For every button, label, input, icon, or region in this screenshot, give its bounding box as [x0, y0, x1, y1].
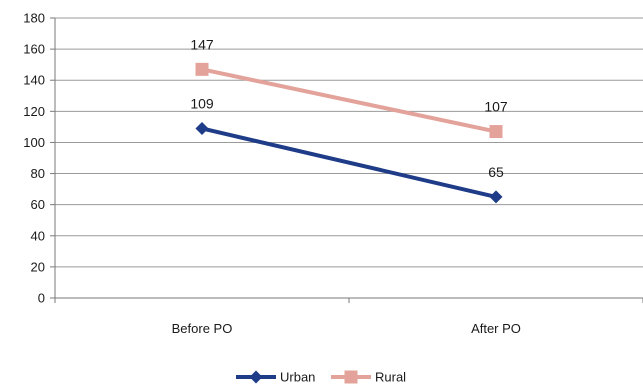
- legend-item-urban: Urban: [236, 370, 315, 385]
- legend-label-rural: Rural: [375, 370, 406, 385]
- legend-swatch-marker-urban: [249, 370, 263, 384]
- y-tick-label-120: 120: [23, 104, 45, 119]
- data-point-urban-before-po: [195, 121, 209, 135]
- data-label-rural-before-po: 147: [190, 36, 214, 52]
- series-markers: [195, 62, 503, 204]
- axes: [50, 17, 643, 303]
- data-labels: 109 65 147 107: [190, 36, 508, 180]
- data-point-urban-after-po: [489, 190, 503, 204]
- y-tick-label-40: 40: [31, 228, 45, 243]
- y-tick-label-180: 180: [23, 11, 45, 26]
- x-category-label-before-po: Before PO: [172, 321, 233, 336]
- y-tick-label-80: 80: [31, 166, 45, 181]
- y-tick-label-160: 160: [23, 42, 45, 57]
- data-label-urban-before-po: 109: [190, 95, 214, 111]
- legend-label-urban: Urban: [280, 370, 315, 385]
- data-label-rural-after-po: 107: [484, 99, 508, 115]
- y-tick-label-100: 100: [23, 135, 45, 150]
- legend-swatch-marker-rural: [344, 370, 358, 384]
- data-label-urban-after-po: 65: [488, 164, 504, 180]
- gridlines: [55, 17, 643, 268]
- data-point-rural-before-po: [195, 62, 209, 76]
- y-tick-label-0: 0: [38, 291, 45, 306]
- series-lines: [201, 67, 497, 199]
- series-line-rural: [201, 67, 497, 134]
- y-tick-labels: 0 20 40 60 80 100 120 140 160 180: [23, 11, 45, 306]
- x-category-label-after-po: After PO: [471, 321, 521, 336]
- series-line-urban: [201, 126, 497, 199]
- y-tick-label-60: 60: [31, 197, 45, 212]
- x-category-labels: Before PO After PO: [172, 321, 521, 336]
- y-tick-label-20: 20: [31, 259, 45, 274]
- data-point-rural-after-po: [489, 125, 503, 139]
- legend-item-rural: Rural: [331, 370, 406, 385]
- y-tick-label-140: 140: [23, 73, 45, 88]
- legend: Urban Rural: [236, 370, 406, 385]
